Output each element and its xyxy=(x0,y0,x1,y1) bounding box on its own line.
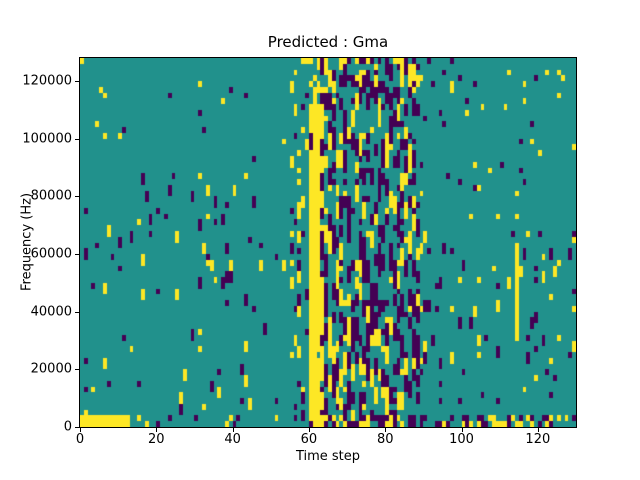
y-tick-mark xyxy=(75,138,79,140)
chart-title: Predicted : Gma xyxy=(267,33,389,51)
y-tick-label: 0 xyxy=(63,419,72,435)
x-tick-label: 80 xyxy=(376,432,394,447)
x-axis-label: Time step xyxy=(295,449,361,464)
x-tick-mark xyxy=(385,428,387,432)
y-tick-label: 100000 xyxy=(22,131,72,147)
y-tick-label: 40000 xyxy=(30,304,72,320)
plot-area xyxy=(79,57,577,428)
y-tick-label: 60000 xyxy=(30,246,72,262)
x-tick-mark xyxy=(232,428,234,432)
x-tick-mark xyxy=(156,428,158,432)
y-tick-mark xyxy=(75,369,79,371)
x-tick-mark xyxy=(308,428,310,432)
y-tick-mark xyxy=(75,427,79,428)
y-tick-label: 120000 xyxy=(22,73,72,89)
y-tick-label: 80000 xyxy=(30,188,72,204)
y-axis-label: Frequency (Hz) xyxy=(19,192,35,292)
x-tick-label: 120 xyxy=(525,432,551,447)
y-tick-mark xyxy=(75,81,79,83)
y-tick-mark xyxy=(75,196,79,198)
x-tick-mark xyxy=(461,428,463,432)
y-tick-mark xyxy=(75,254,79,256)
x-tick-label: 100 xyxy=(449,432,474,447)
heatmap-canvas xyxy=(80,58,576,427)
y-tick-mark xyxy=(75,311,79,313)
x-tick-label: 40 xyxy=(224,432,241,447)
x-tick-mark xyxy=(80,428,81,432)
y-tick-label: 20000 xyxy=(30,361,72,377)
x-tick-label: 0 xyxy=(75,432,85,447)
x-tick-label: 20 xyxy=(148,432,165,447)
x-tick-label: 60 xyxy=(300,432,318,447)
x-tick-mark xyxy=(537,428,539,432)
